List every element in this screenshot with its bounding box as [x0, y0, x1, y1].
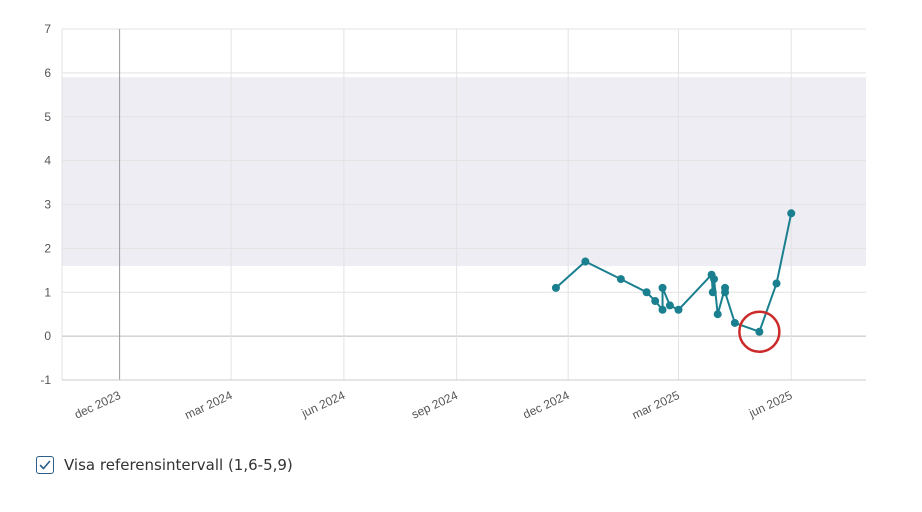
y-tick-label: 0	[44, 329, 51, 343]
data-point	[616, 275, 625, 284]
data-point	[674, 305, 683, 314]
x-tick-label: jun 2024	[299, 388, 348, 421]
y-tick-label: 2	[44, 241, 51, 255]
data-point	[551, 283, 560, 292]
check-icon	[39, 460, 51, 470]
data-point	[651, 297, 660, 306]
reference-interval-checkbox[interactable]	[36, 456, 54, 474]
x-tick-label: dec 2024	[521, 388, 572, 422]
data-point	[658, 283, 667, 292]
x-tick-label: dec 2023	[72, 388, 123, 422]
reference-interval-band	[62, 77, 866, 266]
x-tick-label: jun 2025	[746, 388, 795, 421]
y-tick-label: 5	[44, 110, 51, 124]
reference-interval-toggle[interactable]: Visa referensintervall (1,6-5,9)	[36, 456, 293, 474]
y-tick-label: 6	[44, 66, 51, 80]
reference-interval-label: Visa referensintervall (1,6-5,9)	[64, 456, 293, 474]
y-tick-label: 1	[44, 285, 51, 299]
chart: 7 6 5 4 3 2 1 0 -1 dec 2023 mar 2024 jun 2024 sep 20…	[40, 22, 866, 422]
y-tick-label: -1	[40, 373, 51, 387]
highlight-ring	[738, 310, 781, 353]
data-point	[721, 288, 730, 297]
data-point	[730, 318, 739, 327]
x-tick-label: mar 2025	[630, 388, 682, 422]
data-point	[713, 310, 722, 319]
data-point	[708, 288, 717, 297]
data-point	[665, 301, 674, 310]
data-point	[772, 279, 781, 288]
data-point	[755, 327, 764, 336]
y-tick-label: 4	[44, 154, 51, 168]
data-point	[642, 288, 651, 297]
data-point	[658, 305, 667, 314]
data-point	[581, 257, 590, 266]
y-tick-label: 7	[44, 22, 51, 36]
x-tick-label: sep 2024	[409, 388, 460, 422]
y-tick-label: 3	[44, 198, 51, 212]
x-tick-label: mar 2024	[183, 388, 235, 422]
data-point	[787, 209, 796, 218]
data-point	[710, 275, 719, 284]
